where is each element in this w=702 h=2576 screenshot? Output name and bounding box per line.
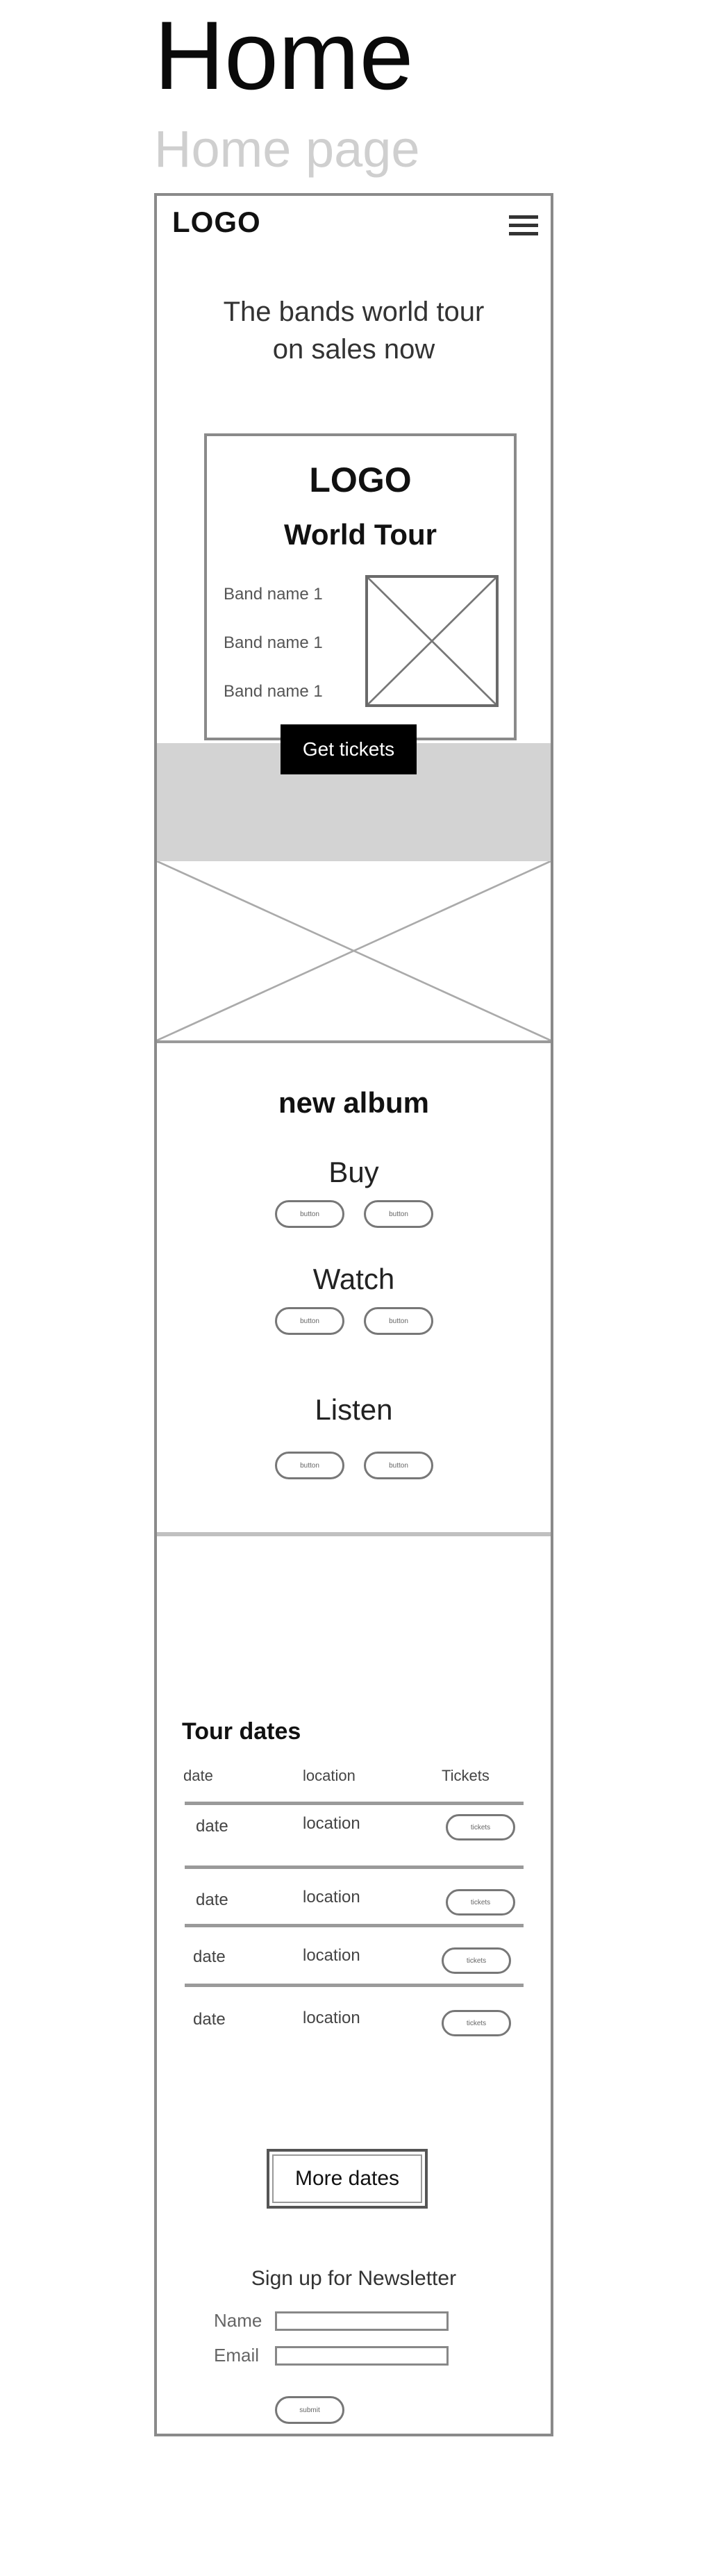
listen-button-2[interactable]: button bbox=[364, 1452, 433, 1479]
tour-row-1-date: date bbox=[196, 1817, 228, 1836]
newsletter-title: Sign up for Newsletter bbox=[251, 2267, 457, 2290]
buy-button-1[interactable]: button bbox=[275, 1200, 344, 1228]
tour-row-3-tickets-button[interactable]: tickets bbox=[442, 1947, 511, 1974]
tour-dates-title: Tour dates bbox=[182, 1718, 301, 1745]
tour-row-divider bbox=[185, 1924, 524, 1927]
tour-row-4-tickets-button[interactable]: tickets bbox=[442, 2010, 511, 2036]
band-name-2: Band name 1 bbox=[224, 633, 323, 652]
section-divider bbox=[157, 1532, 551, 1536]
tour-row-2-tickets-button[interactable]: tickets bbox=[446, 1889, 515, 1916]
tour-row-1-location: location bbox=[303, 1814, 360, 1833]
newsletter-name-label: Name bbox=[214, 2310, 262, 2331]
tour-row-divider bbox=[185, 1865, 524, 1869]
tour-header-location: location bbox=[303, 1767, 356, 1784]
tour-row-3-location: location bbox=[303, 1946, 360, 1965]
buy-label: Buy bbox=[328, 1156, 379, 1188]
hero-tagline-line-1: The bands world tour bbox=[223, 297, 485, 327]
tour-row-1-tickets-button[interactable]: tickets bbox=[446, 1814, 515, 1840]
mobile-wireframe: LOGO The bands world tour on sales now L… bbox=[154, 193, 553, 2436]
tour-header-date: date bbox=[183, 1767, 213, 1784]
watch-label: Watch bbox=[312, 1263, 395, 1295]
hero-tagline: The bands world tour on sales now bbox=[157, 293, 551, 368]
newsletter-email-input[interactable] bbox=[275, 2346, 449, 2366]
watch-button-1[interactable]: button bbox=[275, 1307, 344, 1335]
newsletter-submit-button[interactable]: submit bbox=[275, 2396, 344, 2424]
tour-row-2-location: location bbox=[303, 1888, 360, 1906]
newsletter-name-input[interactable] bbox=[275, 2311, 449, 2331]
hero-image-placeholder bbox=[157, 861, 551, 1043]
newsletter-email-label: Email bbox=[214, 2345, 260, 2366]
listen-label: Listen bbox=[315, 1393, 393, 1426]
tour-header-tickets: Tickets bbox=[442, 1767, 490, 1784]
hero-tagline-line-2: on sales now bbox=[272, 334, 435, 365]
buy-button-2[interactable]: button bbox=[364, 1200, 433, 1228]
card-title: World Tour bbox=[283, 518, 437, 551]
page-title: Home bbox=[154, 1, 414, 110]
tour-row-2-date: date bbox=[196, 1891, 228, 1909]
get-tickets-button[interactable]: Get tickets bbox=[281, 724, 417, 774]
album-title: new album bbox=[278, 1086, 430, 1119]
card-image-placeholder bbox=[365, 575, 499, 707]
watch-button-2[interactable]: button bbox=[364, 1307, 433, 1335]
tour-row-divider bbox=[185, 1802, 524, 1805]
card-logo: LOGO bbox=[309, 460, 412, 499]
listen-button-1[interactable]: button bbox=[275, 1452, 344, 1479]
tour-row-4-date: date bbox=[193, 2010, 226, 2029]
tour-row-3-date: date bbox=[193, 1947, 226, 1966]
band-name-1: Band name 1 bbox=[224, 585, 323, 604]
hero-card: LOGO World Tour Band name 1 Band name 1 … bbox=[204, 433, 517, 740]
header-logo[interactable]: LOGO bbox=[172, 206, 261, 238]
page-subtitle: Home page bbox=[154, 120, 420, 178]
hamburger-menu-icon[interactable] bbox=[509, 215, 538, 236]
tour-row-divider bbox=[185, 1984, 524, 1987]
more-dates-button[interactable]: More dates bbox=[267, 2149, 428, 2209]
band-name-3: Band name 1 bbox=[224, 682, 323, 701]
tour-row-4-location: location bbox=[303, 2009, 360, 2027]
